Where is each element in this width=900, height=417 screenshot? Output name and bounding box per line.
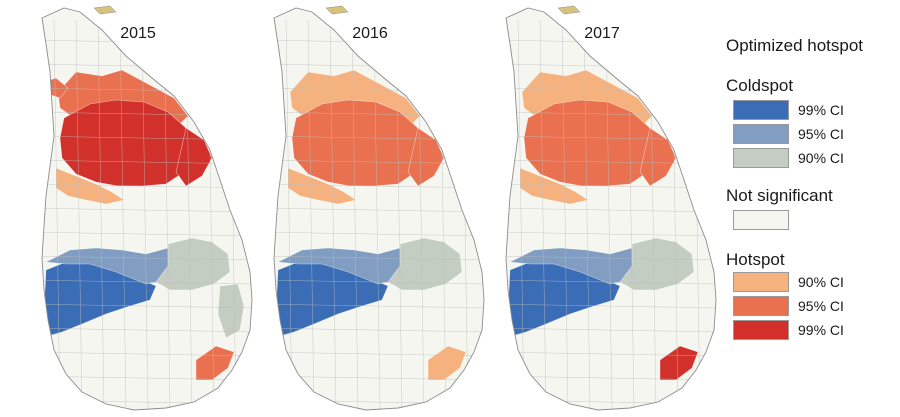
swatch-coldspot-99 — [733, 100, 789, 120]
swatch-label-hotspot-90: 90% CI — [798, 274, 844, 290]
swatch-coldspot-90 — [733, 148, 789, 168]
hotspot-maps: 2015 2016 2017 — [41, 5, 717, 411]
map-panel-2015: 2015 — [41, 5, 253, 411]
swatch-label-coldspot-99: 99% CI — [798, 102, 844, 118]
region-north-core-2017 — [523, 99, 657, 187]
year-label-2016: 2016 — [352, 25, 388, 42]
region-north-core-2016 — [291, 99, 425, 187]
region-southeast-2015 — [195, 345, 235, 381]
hotspot-label: Hotspot — [726, 250, 785, 269]
region-southeast-2016 — [427, 345, 467, 381]
region-east-coast-2015 — [217, 283, 245, 339]
not-significant-label: Not significant — [726, 186, 833, 205]
map-panel-2016: 2016 — [273, 5, 485, 411]
swatch-label-hotspot-99: 99% CI — [798, 322, 844, 338]
swatch-hotspot-90 — [733, 272, 789, 292]
region-north-core-2015 — [59, 99, 193, 187]
island-outline — [505, 7, 717, 411]
legend-title: Optimized hotspot — [726, 36, 864, 55]
swatch-coldspot-95 — [733, 124, 789, 144]
swatch-label-coldspot-95: 95% CI — [798, 126, 844, 142]
region-southeast-2017 — [659, 345, 699, 381]
northern-islet — [557, 5, 581, 15]
swatch-not-significant — [733, 210, 789, 230]
northern-islet — [325, 5, 349, 15]
region-north-fringe-2015 — [55, 167, 125, 205]
coldspot-label: Coldspot — [726, 76, 794, 95]
island-outline — [41, 7, 253, 411]
year-label-2015: 2015 — [120, 25, 156, 42]
swatch-label-coldspot-90: 90% CI — [798, 150, 844, 166]
swatch-label-hotspot-95: 95% CI — [798, 298, 844, 314]
island-outline — [273, 7, 485, 411]
northern-islet — [93, 5, 117, 15]
region-north-fringe-2017 — [519, 167, 589, 205]
swatch-hotspot-95 — [733, 296, 789, 316]
region-north-fringe-2016 — [287, 167, 357, 205]
swatch-hotspot-99 — [733, 320, 789, 340]
map-panel-2017: 2017 — [505, 5, 717, 411]
year-label-2017: 2017 — [584, 25, 620, 42]
